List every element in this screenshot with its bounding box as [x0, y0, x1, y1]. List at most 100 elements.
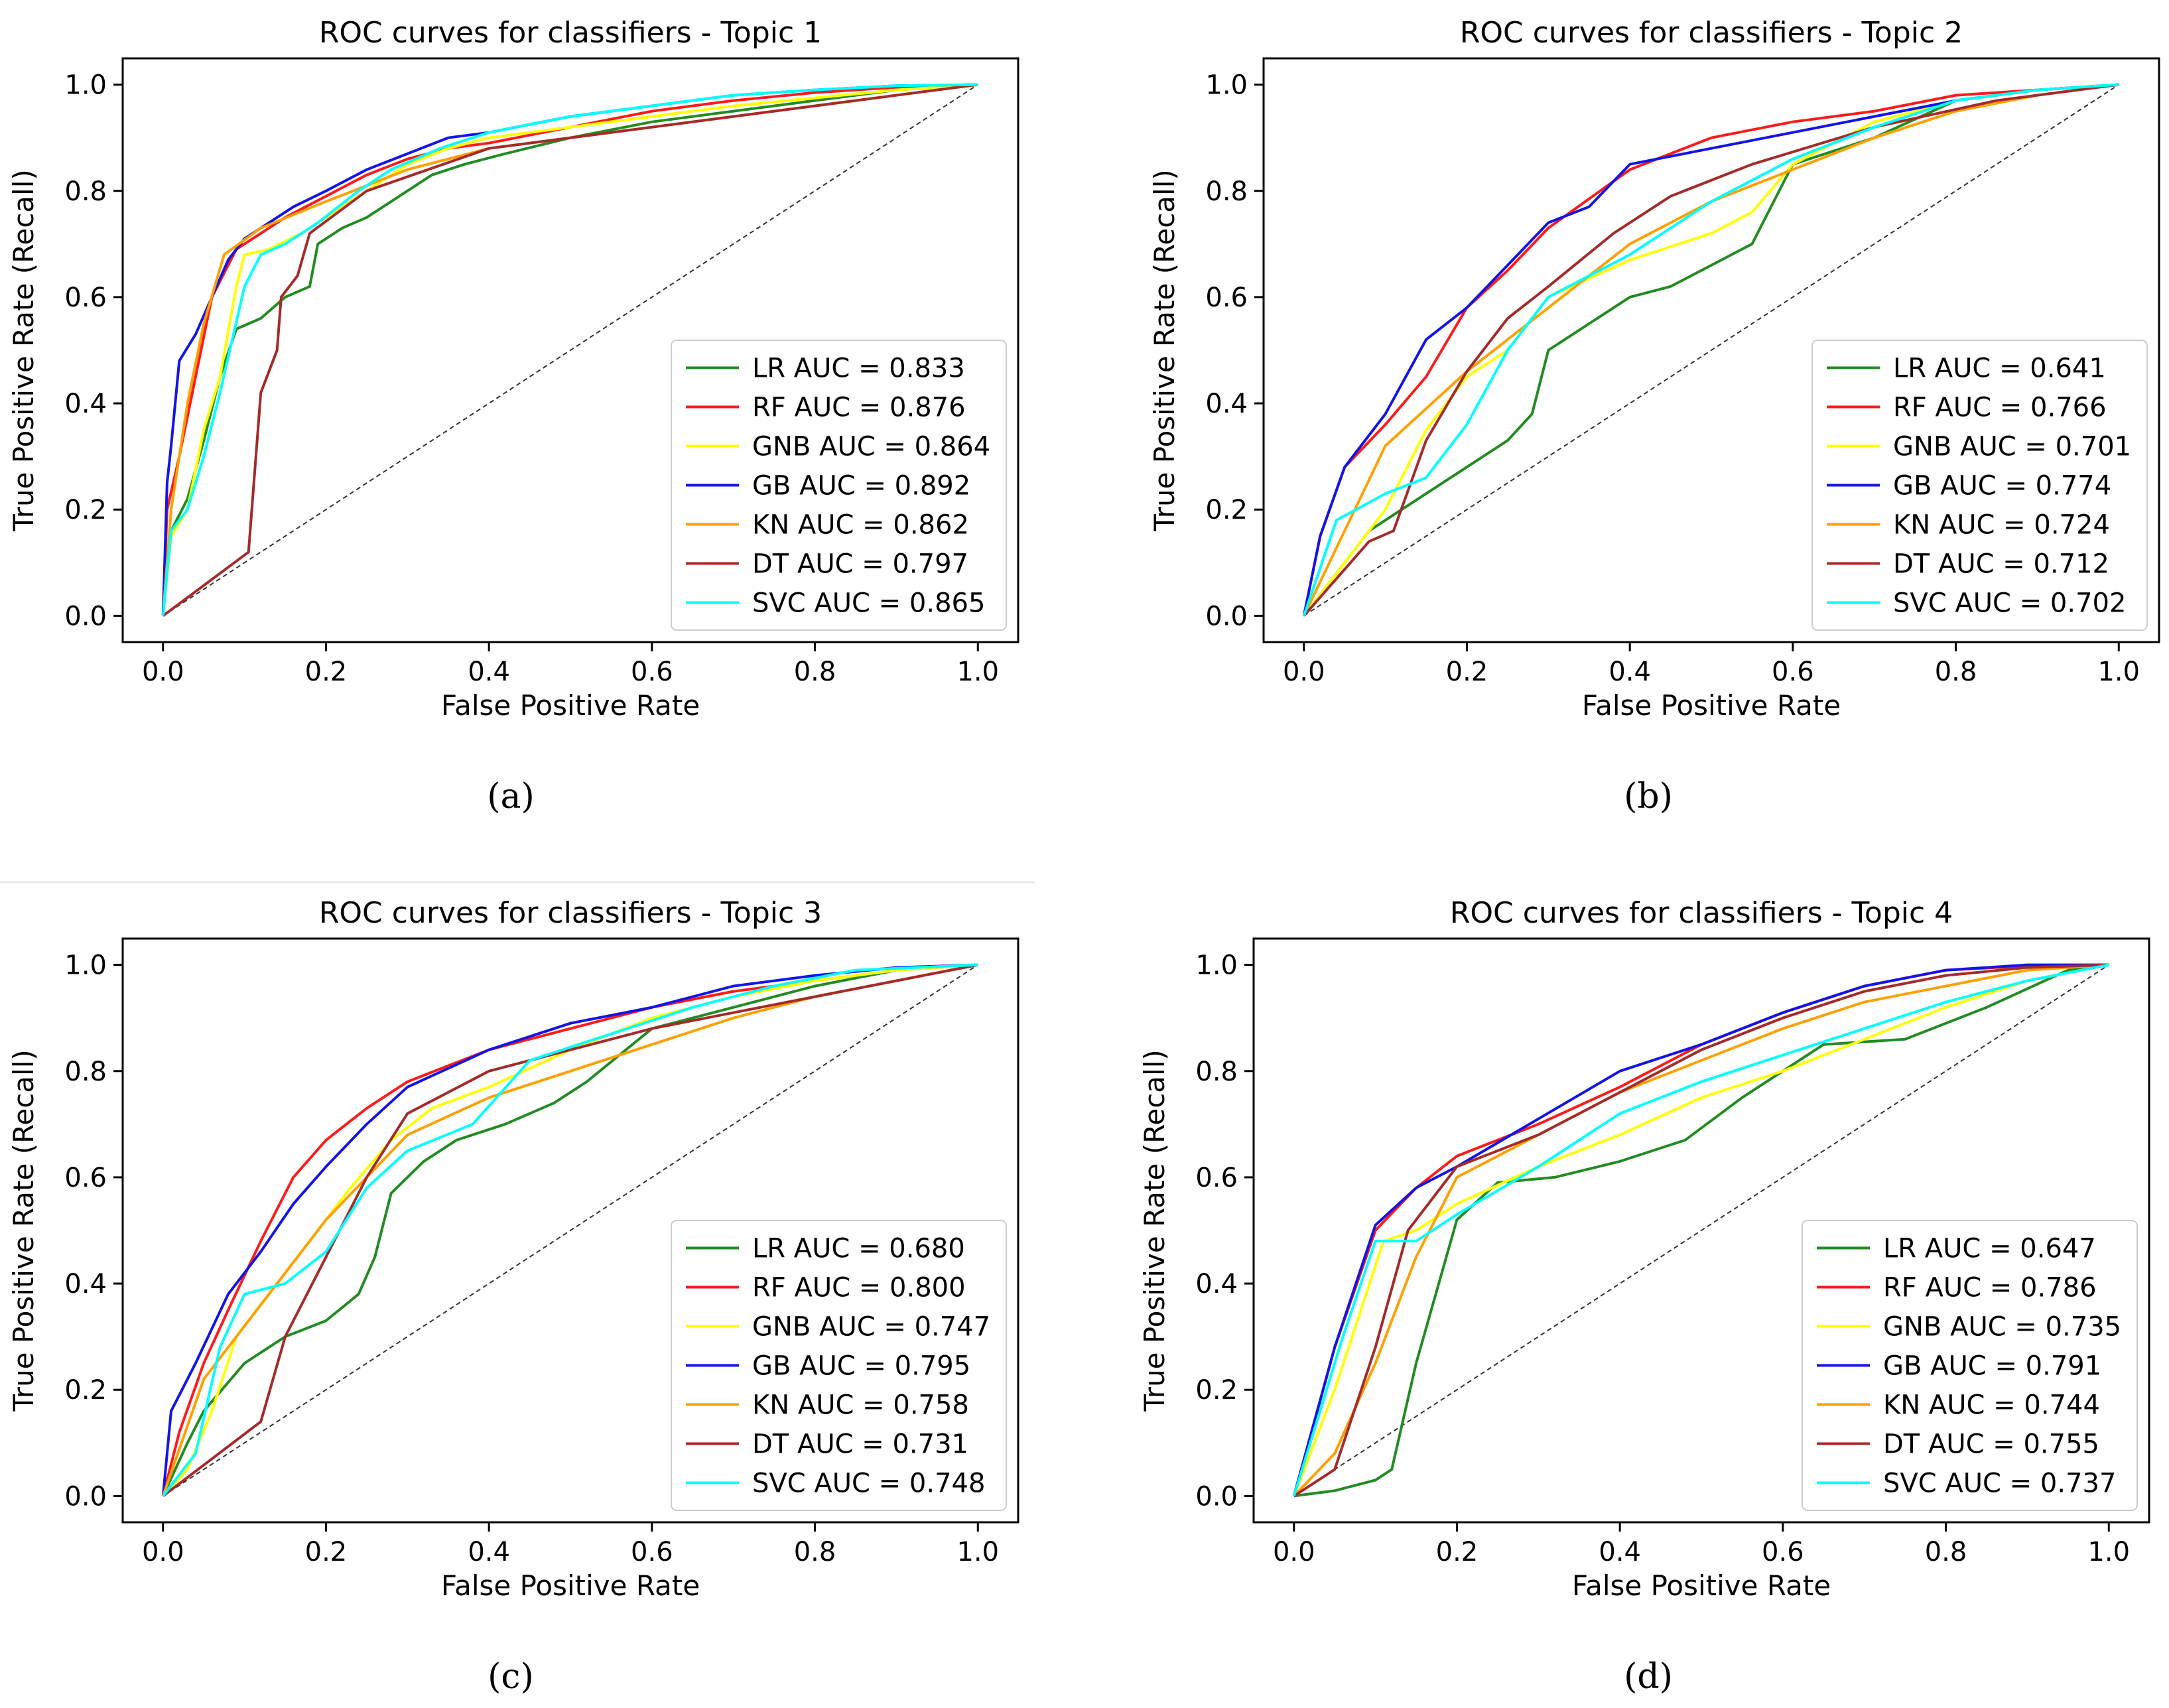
- y-tick-label: 0.6: [64, 1163, 107, 1193]
- x-axis-label: False Positive Rate: [1582, 689, 1841, 722]
- x-tick-label: 0.6: [631, 1537, 673, 1567]
- legend-entry-kn: KN AUC = 0.862: [752, 510, 969, 541]
- legend-entry-gnb: GNB AUC = 0.864: [752, 432, 990, 462]
- legend-entry-svc: SVC AUC = 0.865: [752, 588, 985, 619]
- x-tick-label: 0.2: [1436, 1537, 1479, 1567]
- legend-entry-lr: LR AUC = 0.647: [1883, 1234, 2096, 1264]
- roc-line-dt: [1293, 963, 2109, 1498]
- roc-line-svc: [1302, 83, 2119, 617]
- legend-entry-kn: KN AUC = 0.744: [1883, 1390, 2100, 1421]
- y-tick-label: 0.6: [1195, 1163, 1238, 1193]
- diagonal-chance-line: [1293, 964, 2109, 1497]
- chart-title: ROC curves for classifiers - Topic 2: [1460, 16, 1963, 50]
- x-tick-label: 1.0: [956, 657, 999, 687]
- y-tick-label: 0.0: [64, 601, 107, 631]
- x-tick-label: 0.4: [468, 657, 510, 687]
- legend-entry-dt: DT AUC = 0.797: [752, 549, 968, 580]
- roc-line-lr: [161, 963, 978, 1497]
- roc-line-gnb: [162, 963, 978, 1497]
- x-tick-label: 1.0: [956, 1537, 999, 1567]
- legend-entry-lr: LR AUC = 0.680: [752, 1234, 965, 1264]
- legend-entry-rf: RF AUC = 0.786: [1883, 1273, 2097, 1303]
- y-tick-label: 0.0: [1205, 601, 1248, 631]
- roc-line-lr: [1293, 963, 2109, 1498]
- diagonal-chance-line: [163, 964, 978, 1497]
- legend-entry-gnb: GNB AUC = 0.701: [1893, 432, 2131, 462]
- x-tick-label: 0.4: [468, 1537, 510, 1567]
- plot-frame: [121, 57, 1019, 643]
- roc-line-gb: [1302, 83, 2119, 616]
- legend-entry-kn: KN AUC = 0.758: [752, 1390, 969, 1421]
- legend-entry-rf: RF AUC = 0.876: [752, 393, 966, 423]
- x-tick-label: 0.2: [305, 1537, 348, 1567]
- legend-entry-gb: GB AUC = 0.795: [752, 1351, 970, 1382]
- y-tick-label: 0.2: [1205, 495, 1248, 525]
- x-tick-label: 0.8: [794, 1537, 836, 1567]
- diagonal-chance-line: [1303, 84, 2119, 617]
- y-tick-label: 0.6: [1205, 283, 1248, 313]
- y-tick-label: 0.4: [64, 1269, 107, 1299]
- legend-entry-dt: DT AUC = 0.731: [752, 1429, 968, 1460]
- x-axis-label: False Positive Rate: [441, 689, 700, 722]
- roc-line-gnb: [161, 83, 978, 616]
- x-tick-label: 0.4: [1599, 1537, 1641, 1567]
- y-tick-label: 0.8: [1205, 176, 1248, 207]
- x-tick-label: 0.0: [142, 1537, 184, 1567]
- x-tick-label: 0.0: [1283, 657, 1325, 687]
- y-tick-label: 0.6: [64, 283, 107, 313]
- legend-entry-gnb: GNB AUC = 0.735: [1883, 1312, 2121, 1343]
- legend-box: [1811, 340, 2148, 631]
- legend-entry-svc: SVC AUC = 0.748: [752, 1469, 985, 1499]
- y-tick-label: 0.8: [64, 1057, 107, 1087]
- roc-line-rf: [1302, 83, 2119, 616]
- legend-entry-rf: RF AUC = 0.800: [752, 1273, 966, 1303]
- legend-entry-dt: DT AUC = 0.712: [1893, 549, 2109, 580]
- roc-chart-topic-3: ROC curves for classifiers - Topic 3 0.0 0…: [7, 896, 1019, 1602]
- roc-line-svc: [1292, 963, 2109, 1496]
- roc-chart-topic-4: ROC curves for classifiers - Topic 4 0.0 0…: [1138, 896, 2150, 1602]
- legend-entry-gnb: GNB AUC = 0.747: [752, 1312, 990, 1343]
- x-tick-label: 1.0: [2087, 1537, 2130, 1567]
- y-tick-label: 0.2: [1195, 1375, 1238, 1406]
- legend-entry-kn: KN AUC = 0.724: [1893, 510, 2110, 541]
- x-tick-label: 0.6: [1762, 1537, 1804, 1567]
- roc-line-svc: [162, 963, 978, 1497]
- legend-entry-gb: GB AUC = 0.892: [752, 471, 970, 501]
- legend-entry-dt: DT AUC = 0.755: [1883, 1429, 2099, 1460]
- plot-frame: [1262, 57, 2160, 643]
- x-tick-label: 0.6: [1772, 657, 1814, 687]
- legend-entry-gb: GB AUC = 0.791: [1883, 1351, 2101, 1382]
- plot-frame: [121, 937, 1019, 1524]
- x-tick-label: 1.0: [2097, 657, 2140, 687]
- y-tick-label: 0.4: [64, 389, 107, 419]
- y-tick-label: 0.4: [1195, 1269, 1238, 1299]
- legend-box: [671, 340, 1007, 631]
- roc-line-dt: [162, 83, 978, 618]
- plot-frame: [1252, 937, 2150, 1524]
- legend-entry-lr: LR AUC = 0.833: [752, 354, 965, 384]
- y-tick-label: 1.0: [64, 951, 107, 981]
- legend-box: [671, 1220, 1007, 1511]
- roc-chart-topic-2: ROC curves for classifiers - Topic 2 0.0 0…: [1148, 16, 2160, 722]
- y-tick-label: 0.8: [1195, 1057, 1238, 1087]
- y-axis-label: True Positive Rate (Recall): [1138, 1049, 1171, 1412]
- panel-label-a: (a): [487, 777, 535, 817]
- y-tick-label: 0.0: [64, 1481, 107, 1512]
- x-tick-label: 0.4: [1609, 657, 1651, 687]
- roc-line-dt: [162, 963, 978, 1497]
- x-tick-label: 0.0: [1273, 1537, 1315, 1567]
- roc-line-gb: [1292, 963, 2109, 1496]
- chart-title: ROC curves for classifiers - Topic 3: [319, 896, 822, 930]
- legend-entry-rf: RF AUC = 0.766: [1893, 393, 2107, 423]
- y-tick-label: 0.4: [1205, 389, 1248, 419]
- x-tick-label: 0.2: [305, 657, 348, 687]
- y-tick-label: 0.2: [64, 1375, 107, 1406]
- roc-line-gb: [161, 963, 978, 1496]
- y-tick-label: 1.0: [1205, 70, 1248, 101]
- legend-entry-svc: SVC AUC = 0.737: [1883, 1469, 2116, 1499]
- chart-title: ROC curves for classifiers - Topic 1: [319, 16, 822, 50]
- x-axis-label: False Positive Rate: [1572, 1569, 1831, 1602]
- x-tick-label: 0.8: [1925, 1537, 1967, 1567]
- x-tick-label: 0.6: [631, 657, 673, 687]
- panel-label-c: (c): [488, 1657, 534, 1697]
